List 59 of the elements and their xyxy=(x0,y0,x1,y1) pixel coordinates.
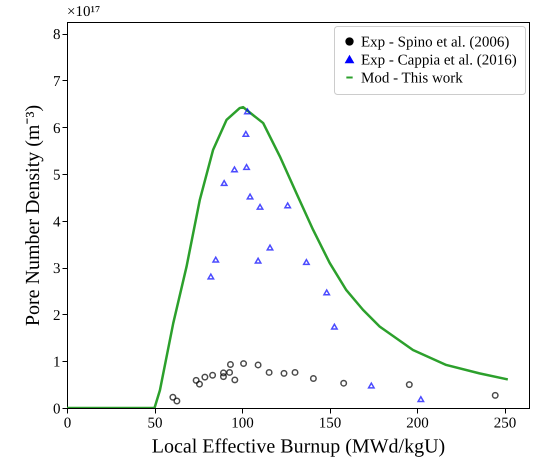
point xyxy=(244,108,251,114)
x-tick-label: 150 xyxy=(318,416,342,432)
y-tick-label: 5 xyxy=(53,168,60,184)
point xyxy=(323,289,330,296)
point xyxy=(230,166,238,173)
legend-label: Exp - Cappia et al. (2016) xyxy=(361,52,517,68)
legend-label: Mod - This work xyxy=(361,70,464,86)
point xyxy=(231,376,238,384)
point xyxy=(256,204,264,210)
point xyxy=(330,323,338,330)
y-tick-label: 0 xyxy=(53,402,60,418)
point xyxy=(254,361,262,368)
point xyxy=(280,370,288,377)
point xyxy=(209,372,216,379)
line-series xyxy=(67,106,510,408)
point xyxy=(246,193,254,200)
point xyxy=(220,369,227,376)
point xyxy=(243,164,250,170)
point xyxy=(492,392,499,399)
x-tick-label: 100 xyxy=(231,416,254,432)
x-tick-label: 250 xyxy=(494,416,516,432)
y-tick-label: 4 xyxy=(53,214,61,230)
point xyxy=(242,130,250,137)
point xyxy=(406,381,413,388)
point xyxy=(196,380,203,388)
text: ×10¹⁷ xyxy=(67,4,100,20)
x-axis-title: Local Effective Burnup (MWd/kgU) xyxy=(152,436,446,458)
point xyxy=(207,273,214,280)
point xyxy=(340,380,348,387)
y-tick-label: 1 xyxy=(53,354,60,371)
point xyxy=(417,396,424,402)
point xyxy=(292,368,299,376)
y-tick-label: 3 xyxy=(53,261,60,278)
x-tick-label: 0 xyxy=(64,416,72,432)
point xyxy=(266,244,274,251)
point xyxy=(173,398,180,404)
point xyxy=(310,375,317,382)
y-tick-label: 6 xyxy=(53,120,61,137)
point xyxy=(220,373,227,380)
point xyxy=(226,368,234,376)
point xyxy=(240,360,248,368)
point xyxy=(302,258,310,266)
point xyxy=(220,180,228,186)
point xyxy=(254,257,262,264)
point xyxy=(266,368,273,376)
point xyxy=(284,202,292,209)
x-tick-label: 50 xyxy=(148,416,162,432)
point xyxy=(201,374,208,381)
y-axis-title: Pore Number Density (m⁻³) xyxy=(22,104,44,326)
point xyxy=(169,394,176,401)
point xyxy=(368,382,375,389)
point xyxy=(212,256,220,263)
point xyxy=(192,376,200,384)
legend-label: Exp - Spino et al. (2006) xyxy=(361,34,510,50)
y-tick-label: 7 xyxy=(53,74,61,90)
point xyxy=(226,361,234,368)
y-tick-label: 2 xyxy=(53,308,60,324)
y-tick-label: 8 xyxy=(53,27,60,44)
x-tick-label: 200 xyxy=(406,416,429,432)
